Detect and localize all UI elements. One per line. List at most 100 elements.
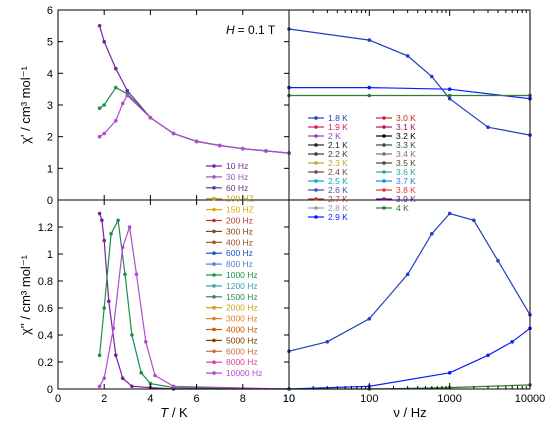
top-right-legend-label: 3.2 K (396, 131, 416, 141)
top-right-legend-label: 3.4 K (396, 149, 416, 159)
bottom-right-data-point (367, 317, 372, 321)
top-left-legend-marker (212, 284, 216, 288)
top-left-legend-label: 600 Hz (226, 248, 253, 258)
top-right-legend-label: 2.3 K (328, 158, 348, 168)
bottom-left-xlabel: T / K (160, 405, 188, 420)
top-left-legend-label: 6000 Hz (226, 346, 258, 356)
top-left-legend-marker (212, 316, 216, 321)
bottom-right-data-point (447, 371, 452, 375)
top-left-data-point (125, 93, 130, 98)
top-right-data-point (405, 54, 410, 58)
top-left-data-point (264, 149, 268, 153)
top-left-legend-label: 150 HZ (226, 205, 254, 215)
top-right-legend-marker (382, 206, 386, 210)
top-left-data-point (114, 85, 118, 90)
top-right-legend-marker (382, 125, 386, 129)
bottom-right-xlabel: ν / Hz (393, 405, 426, 420)
top-right-series-line (289, 86, 531, 100)
top-right-legend-marker (382, 170, 386, 174)
bottom-right-data-point (430, 232, 434, 236)
bottom-left-data-point (102, 306, 106, 310)
top-left-data-point (148, 115, 153, 120)
top-right-legend-marker (382, 152, 386, 156)
top-left-legend-label: 4000 Hz (226, 325, 258, 335)
bottom-right-data-point (510, 340, 514, 344)
top-right-legend-label: 4 K (396, 203, 409, 213)
top-right-legend-marker (382, 179, 386, 183)
bottom-left-data-point (114, 353, 118, 358)
top-left-legend-marker (212, 175, 216, 179)
tick-label: 4 (147, 393, 153, 405)
top-right-legend-label: 3.5 K (396, 158, 416, 168)
top-right-legend-label: 3.0 K (396, 113, 416, 123)
top-right-legend-marker (314, 134, 318, 138)
tick-label: 2 (47, 132, 53, 144)
top-left-legend-label: 1200 Hz (226, 281, 258, 291)
top-right-legend-label: 2.9 K (328, 212, 348, 222)
top-right-legend-marker (382, 134, 386, 138)
top-left-legend-label: 400 Hz (226, 237, 253, 247)
top-right-legend-marker (382, 161, 386, 165)
tick-label: 0 (55, 393, 61, 405)
top-right-legend-marker (314, 143, 318, 147)
top-right-legend-label: 2.2 K (328, 149, 348, 159)
bottom-left-data-point (120, 376, 125, 381)
bottom-left-data-point (134, 272, 139, 277)
top-right-data-point (367, 93, 372, 98)
bottom-left-data-point (102, 238, 106, 243)
top-right-legend-marker (314, 215, 318, 219)
top-left-legend-marker (212, 164, 216, 168)
bottom-right-data-point (405, 272, 410, 277)
top-right-data-point (447, 87, 452, 91)
bottom-left-data-point (130, 333, 134, 337)
top-right-legend-label: 2.6 K (328, 185, 348, 195)
panel-bottom-right-frame (288, 199, 531, 390)
top-left-legend-label: 30 Hz (226, 172, 248, 182)
bottom-left-data-point (171, 384, 176, 389)
top-left-data-point (194, 139, 199, 144)
top-left-data-point (97, 106, 102, 110)
top-left-data-point (114, 119, 118, 123)
top-right-legend-marker (314, 161, 318, 165)
top-left-legend-marker (212, 218, 216, 223)
bottom-left-data-point (107, 299, 111, 304)
top-right-legend-marker (382, 116, 386, 120)
tick-label: 0.6 (38, 303, 53, 315)
top-right-legend-label: 1.9 K (328, 122, 348, 132)
top-left-legend-marker (212, 360, 216, 365)
bottom-left-data-point (127, 225, 132, 229)
top-right-legend-label: 3.9 K (396, 194, 416, 204)
top-right-legend-marker (314, 206, 318, 210)
top-right-data-point (367, 85, 372, 90)
top-left-legend-marker (212, 262, 216, 266)
top-right-legend-label: 2 K (328, 131, 341, 141)
top-left-legend-marker (212, 240, 216, 245)
top-right-legend-label: 2.8 K (328, 203, 348, 213)
bottom-left-data-point (148, 381, 153, 386)
top-left-data-point (102, 131, 106, 136)
bottom-right-series-line (288, 327, 531, 390)
tick-label: 0 (47, 195, 53, 207)
tick-label: 10000 (515, 393, 546, 405)
top-right-legend-label: 2.4 K (328, 167, 348, 177)
bottom-left-data-point (102, 376, 106, 381)
top-right-legend-label: 2.5 K (328, 176, 348, 186)
tick-label: 100 (360, 393, 378, 405)
top-left-data-point (102, 103, 106, 107)
bottom-left-data-point (109, 232, 113, 236)
top-left-data-point (125, 88, 130, 93)
top-left-legend-marker (212, 273, 216, 277)
top-right-data-point (447, 96, 452, 101)
top-right-legend-label: 3.7 K (396, 176, 416, 186)
top-left-legend-label: 300 Hz (226, 226, 253, 236)
top-right-legend-marker (314, 125, 318, 129)
bottom-left-data-point (153, 373, 157, 378)
bottom-left-data-point (116, 218, 120, 223)
bottom-right-data-point (325, 340, 330, 344)
tick-label: 2 (101, 393, 107, 405)
data-curves (97, 24, 532, 391)
tick-label: 0.4 (38, 330, 53, 342)
top-right-legend-marker (314, 152, 318, 156)
top-left-legend-label: 5000 Hz (226, 335, 258, 345)
